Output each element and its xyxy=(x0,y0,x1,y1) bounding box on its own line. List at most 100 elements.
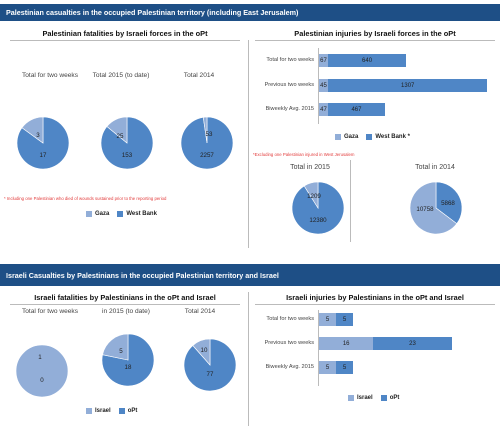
section1-banner: Palestinian casualties in the occupied P… xyxy=(0,4,500,21)
pie-slice-light xyxy=(303,181,319,210)
legend-swatch-opt xyxy=(380,395,387,401)
title-underline xyxy=(10,40,240,41)
palestinian-injuries-title: Palestinian injuries by Israeli forces i… xyxy=(294,29,456,38)
section2-banner: Israeli Casualties by Palestinians in th… xyxy=(0,264,500,286)
vertical-divider xyxy=(248,292,249,426)
bar-label: Biweekly Avg. 2015 xyxy=(265,364,314,370)
bar-label: Previous two weeks xyxy=(264,82,314,88)
pie-label: Total in 2014 xyxy=(415,164,455,171)
legend-label: Israel xyxy=(357,395,373,401)
bar-segment-light: 45 xyxy=(319,79,328,92)
pie-label: Total 2015 (to date) xyxy=(92,72,150,79)
stacked-bar: 45 1307 xyxy=(319,79,488,92)
pie-label: Total in 2015 xyxy=(290,164,330,171)
legend-label: oPt xyxy=(389,395,400,401)
pie-chart: 12380 1209 xyxy=(291,181,345,235)
legend-swatch-opt xyxy=(118,408,125,414)
injuries-legend: Gaza West Bank * xyxy=(335,134,418,140)
fatalities-pies: 17 3 153 25 2257 53 xyxy=(16,116,234,170)
pie-slice-light xyxy=(15,344,69,398)
legend-label: West Bank xyxy=(126,211,157,217)
pie-chart: 153 25 xyxy=(100,116,154,170)
israeli-injuries-legend: Israel oPt xyxy=(348,395,407,401)
stacked-bar: 67 640 xyxy=(319,54,407,67)
bar-segment-light: 67 xyxy=(319,54,328,67)
injuries-footnote: *Excluding one Palestinian injured in We… xyxy=(253,152,355,157)
pie-value-dark: 153 xyxy=(122,152,133,159)
pie-label: Total for two weeks xyxy=(21,308,79,315)
bar-label: Biweekly Avg. 2015 xyxy=(265,106,314,112)
pie-slice-dark xyxy=(16,116,70,170)
injuries-pies: 12380 1209 5868 10758 xyxy=(291,181,463,235)
pie-slice-light xyxy=(102,333,129,361)
pie-value-dark: 5868 xyxy=(441,200,455,207)
legend-label: West Bank * xyxy=(375,134,410,140)
title-underline xyxy=(10,304,240,305)
legend-label: Gaza xyxy=(344,134,359,140)
pie-chart: 17 3 xyxy=(16,116,70,170)
pie-value-dark: 17 xyxy=(40,152,47,159)
pie-label: Total for two weeks xyxy=(21,72,79,79)
pie-chart: 01 xyxy=(15,344,69,398)
legend-label: oPt xyxy=(127,408,138,414)
legend-swatch-gaza xyxy=(86,211,92,217)
title-underline xyxy=(255,40,495,41)
pie-slice-light xyxy=(202,116,208,144)
legend-label: Israel xyxy=(95,408,111,414)
pie-chart: 2257 53 xyxy=(180,116,234,170)
pie-value-light: 10 xyxy=(201,347,208,354)
pie-value-light: 3 xyxy=(36,132,40,139)
pie-value-light: 53 xyxy=(206,131,213,138)
legend-swatch-west-bank xyxy=(366,134,373,140)
bar-segment-light: 47 xyxy=(319,103,328,116)
stacked-bar: 47 467 xyxy=(319,103,385,116)
fatalities-legend: Gaza West Bank xyxy=(86,211,165,217)
pie-value-dark: 77 xyxy=(207,371,214,378)
bar-segment-dark: 640 xyxy=(328,54,407,67)
pie-slice-light xyxy=(106,116,128,144)
pie-value-light: 5 xyxy=(119,348,123,355)
bar-segment-dark: 5 xyxy=(336,313,353,326)
pie-chart: 18 5 xyxy=(101,333,155,387)
bar-segment-light: 5 xyxy=(319,361,336,374)
bar-segment-dark: 5 xyxy=(336,361,353,374)
palestinian-fatalities-title: Palestinian fatalities by Israeli forces… xyxy=(42,29,208,38)
israeli-fatalities-title: Israeli fatalities by Palestinians in th… xyxy=(34,293,216,302)
pie-slice-light xyxy=(409,181,458,235)
bar-label: Total for two weeks xyxy=(266,316,314,322)
vertical-divider xyxy=(248,40,249,248)
pie-slice-light xyxy=(21,116,44,144)
bar-segment-light: 5 xyxy=(319,313,336,326)
legend-label: Gaza xyxy=(95,211,110,217)
pie-label: Total 2014 xyxy=(183,72,215,79)
bar-axis xyxy=(318,310,319,386)
pie-slice-dark xyxy=(435,181,463,225)
legend-swatch-west-bank xyxy=(117,211,124,217)
bar-segment-light: 16 xyxy=(319,337,374,350)
legend-swatch-israel xyxy=(348,395,354,401)
bar-segment-dark: 467 xyxy=(328,103,385,116)
pie-value-dark: 2257 xyxy=(200,152,214,159)
legend-swatch-gaza xyxy=(335,134,341,140)
bar-axis xyxy=(318,48,319,124)
bar-label: Previous two weeks xyxy=(264,340,314,346)
pie-value-dark: 18 xyxy=(125,364,132,371)
title-underline xyxy=(255,304,495,305)
israeli-fatalities-legend: Israel oPt xyxy=(86,408,145,414)
pie-value-light: 1 xyxy=(38,354,42,361)
bar-label: Total for two weeks xyxy=(266,57,314,63)
legend-swatch-israel xyxy=(86,408,92,414)
pie-value-dark: 0 xyxy=(40,377,44,384)
pie-chart: 5868 10758 xyxy=(409,181,463,235)
stacked-bar: 16 23 xyxy=(319,337,452,350)
fatalities-footnote: * Including one Palestinian who died of … xyxy=(4,196,167,201)
pie-slice-light xyxy=(192,338,211,366)
israeli-injuries-title: Israeli injuries by Palestinians in the … xyxy=(286,293,464,302)
pie-value-light: 25 xyxy=(117,133,124,140)
pie-label: Total 2014 xyxy=(184,308,216,315)
vertical-divider xyxy=(350,160,351,242)
pie-chart: 77 10 xyxy=(183,338,237,392)
